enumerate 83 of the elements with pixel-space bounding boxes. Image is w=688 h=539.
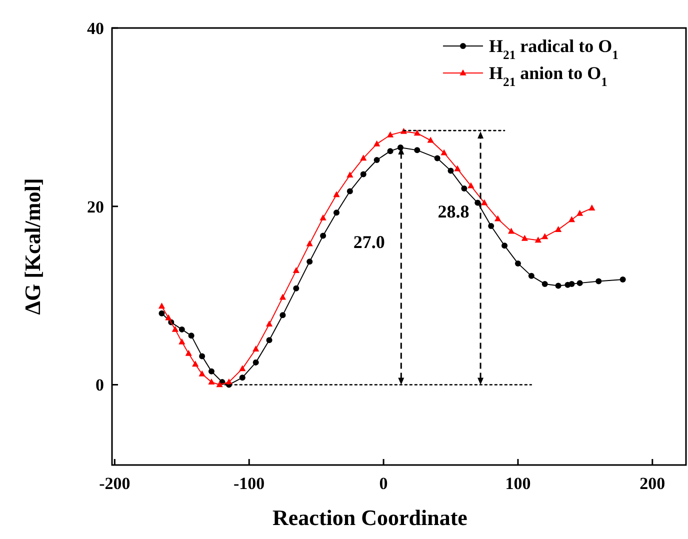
point [440,149,448,156]
point [346,188,353,194]
y-tick-label: 20 [87,197,104,216]
point [568,216,576,222]
point [468,182,474,188]
point [208,368,214,374]
point [474,200,481,206]
point [266,337,272,344]
point [521,234,528,241]
point [199,353,206,360]
point [178,338,186,344]
point [620,276,626,282]
point [481,199,488,206]
point [279,294,286,300]
point [292,266,300,273]
point [333,191,340,198]
point [306,258,313,265]
point [165,314,172,320]
x-tick-label: -200 [99,474,130,493]
point [448,168,454,174]
point [320,232,326,239]
point [374,156,380,163]
point [158,302,166,309]
point [554,226,562,232]
point [534,236,542,243]
point [596,278,602,284]
point [555,282,562,289]
x-axis-title: Reaction Coordinate [272,505,468,530]
point [178,326,185,332]
point [208,378,215,384]
point [306,240,313,246]
point [542,280,548,287]
point [266,320,273,326]
point [427,136,434,143]
point [346,172,354,178]
point [188,332,194,339]
point [568,280,575,287]
point [280,312,286,318]
point [508,228,515,234]
point [588,204,596,211]
point [400,128,408,134]
annotation: 27.0 [353,232,385,252]
point [374,140,380,146]
annotation: 28.8 [438,202,470,222]
point [360,171,366,178]
point [185,350,192,356]
point [192,360,199,367]
point [488,222,494,229]
point [198,370,206,376]
point [333,210,340,216]
point [514,260,521,266]
point [239,374,246,381]
point [158,310,165,316]
x-tick-label: -100 [234,474,265,493]
point [494,215,502,222]
point [252,345,260,352]
point [414,130,420,136]
point [576,280,583,286]
point [414,147,420,154]
x-tick-label: 100 [505,474,531,493]
point [576,210,584,216]
x-tick-label: 200 [640,474,666,493]
legend-label: H$_{21}$ radical to O$_{1}$ [489,36,618,62]
x-tick-label: 0 [379,474,388,493]
point [454,165,461,172]
point [172,326,178,332]
y-tick-label: 0 [96,376,104,395]
point [360,154,367,161]
point [386,131,394,138]
point [239,365,246,372]
point [434,155,440,162]
y-axis-title: ΔG [Kcal/mol] [20,178,45,315]
point [461,186,468,192]
point [216,381,223,388]
point [293,285,300,292]
legend-label: H$_{21}$ anion to O$_{1}$ [489,63,608,89]
point [528,272,534,279]
y-tick-label: 40 [87,19,104,38]
point [542,233,548,240]
point [502,242,508,249]
point [387,148,394,154]
point [320,214,326,220]
point [252,359,259,366]
